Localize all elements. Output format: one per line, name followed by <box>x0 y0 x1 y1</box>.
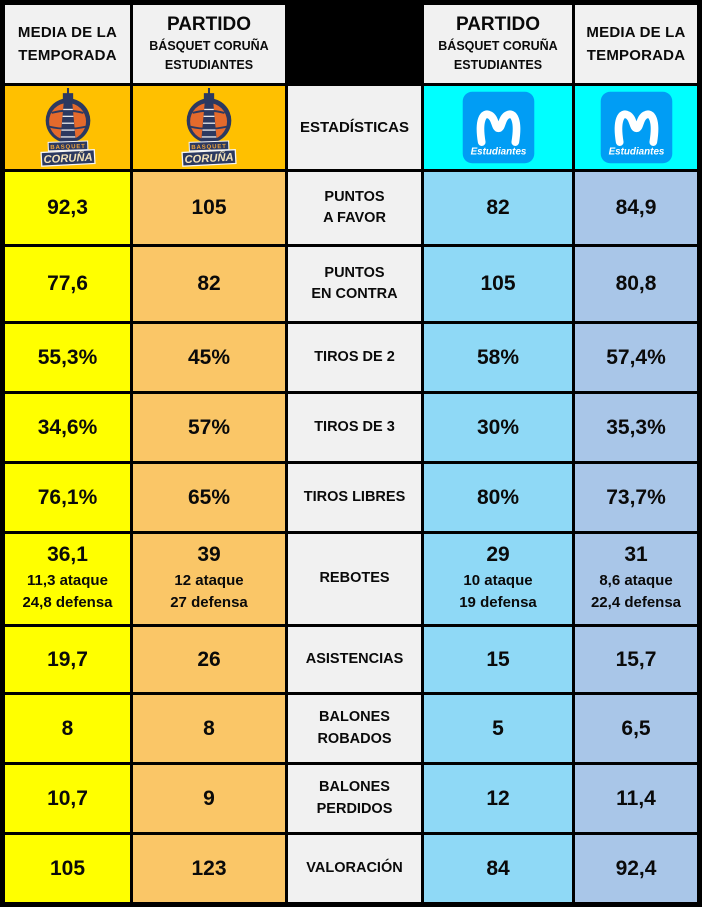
rebotes-total: 36,1 <box>47 543 88 567</box>
cell-estudiantes-game: 84 <box>424 835 572 902</box>
cell-estudiantes-avg: 31 8,6 ataque 22,4 defensa <box>575 534 697 624</box>
cell-coruna-avg: 76,1% <box>5 464 130 531</box>
movistar-estudiantes-logo-icon: Estudiantes <box>462 91 534 164</box>
cell-estudiantes-avg: 73,7% <box>575 464 697 531</box>
cell-estudiantes-avg: 80,8 <box>575 247 697 321</box>
header-coruna-season-average: MEDIA DE LA TEMPORADA <box>5 5 130 83</box>
estudiantes-logo-text: Estudiantes <box>470 147 526 158</box>
basquet-coruna-logo-icon: BASQUET CORUÑA <box>39 88 96 167</box>
header-partido-subtitle: BÁSQUET CORUÑA ESTUDIANTES <box>149 39 269 72</box>
stat-label: TIROS DE 3 <box>288 394 421 461</box>
coruna-banner-top-text: BASQUET <box>191 144 227 151</box>
cell-estudiantes-avg: 11,4 <box>575 765 697 832</box>
rebotes-breakdown: 8,6 ataque 22,4 defensa <box>590 571 682 612</box>
stat-label: BALONES ROBADOS <box>288 695 421 762</box>
cell-coruna-game: 39 12 ataque 27 defensa <box>133 534 285 624</box>
rebotes-total: 31 <box>624 543 648 567</box>
coruna-banner-bottom-text: CORUÑA <box>184 151 234 167</box>
cell-estudiantes-game: 82 <box>424 172 572 244</box>
header-spacer <box>288 5 421 83</box>
rebotes-breakdown: 12 ataque 27 defensa <box>170 571 248 612</box>
coruna-logo-cell: BASQUET CORUÑA <box>5 86 130 169</box>
movistar-estudiantes-logo-icon: Estudiantes <box>600 91 672 164</box>
cell-coruna-avg: 36,1 11,3 ataque 24,8 defensa <box>5 534 130 624</box>
coruna-banner-top-text: BASQUET <box>50 144 86 151</box>
rebotes-total: 39 <box>197 543 221 567</box>
cell-estudiantes-avg: 15,7 <box>575 627 697 692</box>
stats-column-title: ESTADÍSTICAS <box>288 86 421 169</box>
cell-estudiantes-avg: 57,4% <box>575 324 697 391</box>
cell-coruna-avg: 19,7 <box>5 627 130 692</box>
header-partido-title: PARTIDO <box>455 14 541 36</box>
header-estudiantes-season-average: MEDIA DE LA TEMPORADA <box>575 5 697 83</box>
header-partido-subtitle: BÁSQUET CORUÑA ESTUDIANTES <box>438 39 558 72</box>
stat-label: ASISTENCIAS <box>288 627 421 692</box>
cell-coruna-avg: 55,3% <box>5 324 130 391</box>
rebotes-breakdown: 10 ataque 19 defensa <box>459 571 537 612</box>
cell-coruna-game: 123 <box>133 835 285 902</box>
coruna-banner-bottom-text: CORUÑA <box>43 151 93 167</box>
cell-coruna-game: 26 <box>133 627 285 692</box>
cell-coruna-avg: 92,3 <box>5 172 130 244</box>
cell-estudiantes-avg: 92,4 <box>575 835 697 902</box>
stat-label: BALONES PERDIDOS <box>288 765 421 832</box>
rebotes-breakdown: 11,3 ataque 24,8 defensa <box>22 571 113 612</box>
stat-label: TIROS DE 2 <box>288 324 421 391</box>
coruna-logo-cell: BASQUET CORUÑA <box>133 86 285 169</box>
stat-label: TIROS LIBRES <box>288 464 421 531</box>
cell-estudiantes-game: 15 <box>424 627 572 692</box>
cell-coruna-game: 65% <box>133 464 285 531</box>
stat-label: REBOTES <box>288 534 421 624</box>
estudiantes-logo-cell: Estudiantes <box>424 86 572 169</box>
estudiantes-logo-text: Estudiantes <box>608 147 664 158</box>
stat-label: PUNTOS EN CONTRA <box>288 247 421 321</box>
rebotes-total: 29 <box>486 543 510 567</box>
stat-label: VALORACIÓN <box>288 835 421 902</box>
header-coruna-game: PARTIDO BÁSQUET CORUÑA ESTUDIANTES <box>133 5 285 83</box>
estudiantes-logo-cell: Estudiantes <box>575 86 697 169</box>
cell-estudiantes-game: 80% <box>424 464 572 531</box>
cell-estudiantes-avg: 84,9 <box>575 172 697 244</box>
header-estudiantes-game: PARTIDO BÁSQUET CORUÑA ESTUDIANTES <box>424 5 572 83</box>
cell-coruna-avg: 10,7 <box>5 765 130 832</box>
header-partido-title: PARTIDO <box>166 14 252 36</box>
cell-coruna-game: 9 <box>133 765 285 832</box>
stat-label: PUNTOS A FAVOR <box>288 172 421 244</box>
cell-estudiantes-avg: 6,5 <box>575 695 697 762</box>
cell-coruna-game: 8 <box>133 695 285 762</box>
cell-coruna-avg: 34,6% <box>5 394 130 461</box>
cell-coruna-game: 105 <box>133 172 285 244</box>
cell-coruna-game: 45% <box>133 324 285 391</box>
cell-estudiantes-game: 58% <box>424 324 572 391</box>
cell-coruna-avg: 105 <box>5 835 130 902</box>
cell-estudiantes-avg: 35,3% <box>575 394 697 461</box>
basquet-coruna-logo-icon: BASQUET CORUÑA <box>181 88 237 167</box>
cell-estudiantes-game: 5 <box>424 695 572 762</box>
cell-estudiantes-game: 30% <box>424 394 572 461</box>
cell-estudiantes-game: 105 <box>424 247 572 321</box>
cell-coruna-avg: 8 <box>5 695 130 762</box>
cell-coruna-avg: 77,6 <box>5 247 130 321</box>
cell-estudiantes-game: 12 <box>424 765 572 832</box>
cell-coruna-game: 82 <box>133 247 285 321</box>
cell-estudiantes-game: 29 10 ataque 19 defensa <box>424 534 572 624</box>
cell-coruna-game: 57% <box>133 394 285 461</box>
